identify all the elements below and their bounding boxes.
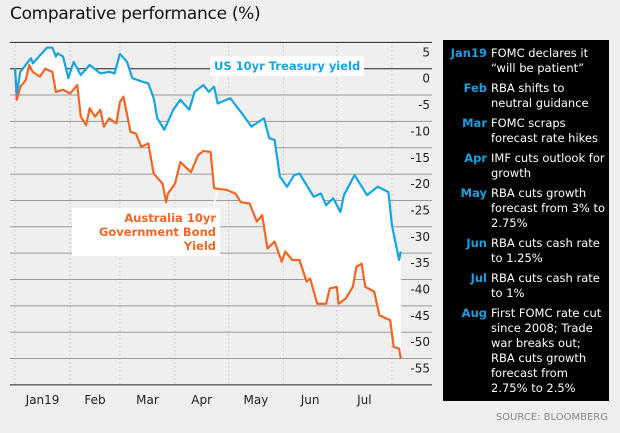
y-tick-label: -5 bbox=[418, 98, 430, 112]
event-month: Apr bbox=[464, 151, 487, 165]
y-tick-label: -40 bbox=[410, 283, 430, 297]
event-month: May bbox=[460, 186, 487, 200]
legend-au-series: Australia 10yr Government Bond Yield bbox=[72, 208, 220, 256]
x-tick-label: Mar bbox=[136, 393, 159, 407]
x-tick-label: Jul bbox=[356, 393, 371, 407]
us-series-line bbox=[13, 46, 402, 262]
event-text: RBA cuts growth forecast from 3% to 2.75… bbox=[491, 186, 606, 230]
x-tick-label: Apr bbox=[191, 393, 212, 407]
event-text: RBA shifts to neutral guidance bbox=[491, 81, 589, 110]
event-text: IMF cuts outlook for growth bbox=[491, 151, 605, 180]
y-tick-label: -55 bbox=[410, 362, 430, 376]
event-text: FOMC declares it “will be patient” bbox=[491, 46, 589, 75]
y-tick-label: 0 bbox=[422, 72, 430, 86]
y-tick-label: 5 bbox=[422, 45, 430, 59]
y-tick-label: -50 bbox=[410, 335, 430, 349]
events-panel: Jan19 FOMC declares it “will be patient” … bbox=[443, 40, 609, 401]
y-tick-label: -25 bbox=[410, 203, 430, 217]
event-text: First FOMC rate cut since 2008; Trade wa… bbox=[491, 306, 602, 395]
event-month: Jan19 bbox=[450, 46, 487, 60]
event-text: RBA cuts cash rate to 1.25% bbox=[491, 236, 600, 265]
y-tick-label: -45 bbox=[410, 309, 430, 323]
event-month: Jul bbox=[470, 271, 487, 285]
event-month: Jun bbox=[466, 236, 487, 250]
y-tick-label: -15 bbox=[410, 151, 430, 165]
y-tick-label: -20 bbox=[410, 177, 430, 191]
x-tick-label: Feb bbox=[84, 393, 105, 407]
x-tick-label: Jun bbox=[300, 393, 320, 407]
y-tick-label: -10 bbox=[410, 124, 430, 138]
source-note: SOURCE: BLOOMBERG bbox=[495, 412, 608, 423]
chart-title: Comparative performance (%) bbox=[10, 4, 261, 24]
event-month: Feb bbox=[463, 81, 487, 95]
event-text: FOMC scraps forecast rate hikes bbox=[491, 116, 598, 145]
y-tick-label: -30 bbox=[410, 230, 430, 244]
event-text: RBA cuts cash rate to 1% bbox=[491, 271, 600, 300]
event-month: Aug bbox=[461, 306, 487, 320]
legend-us-series: US 10yr Treasury yield bbox=[210, 56, 365, 76]
x-tick-label: Jan19 bbox=[25, 393, 60, 407]
event-month: Mar bbox=[462, 116, 487, 130]
au-label-leader bbox=[213, 187, 219, 206]
y-tick-label: -35 bbox=[410, 256, 430, 270]
x-tick-label: May bbox=[244, 393, 269, 407]
